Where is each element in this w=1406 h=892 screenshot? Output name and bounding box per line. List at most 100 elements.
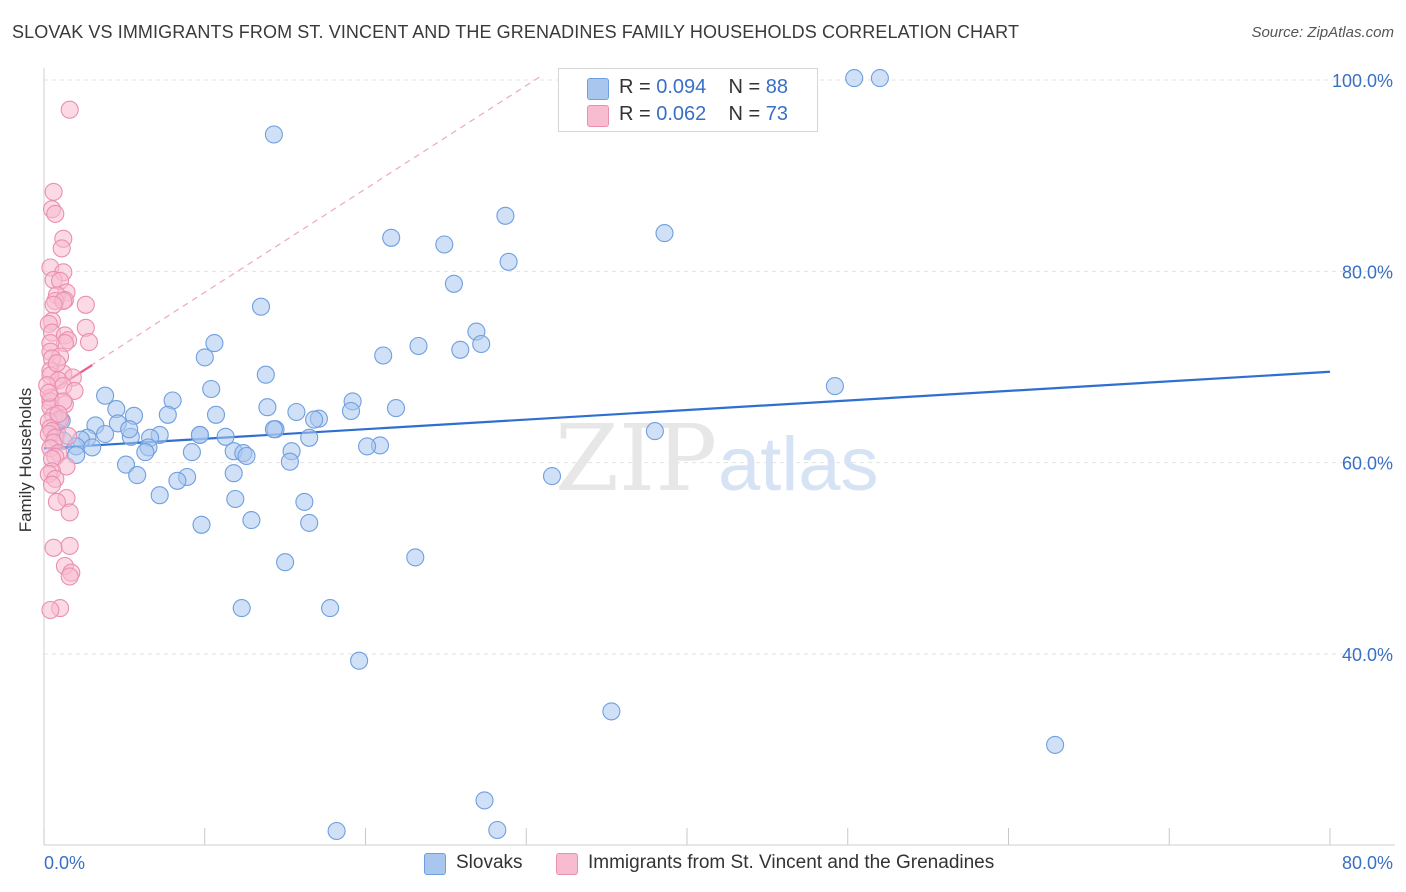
watermark: ZIP atlas <box>555 405 879 512</box>
point-immigrants <box>46 204 65 223</box>
point-slovaks <box>444 274 463 293</box>
point-immigrants <box>44 295 63 314</box>
watermark-zip: ZIP <box>555 405 717 512</box>
legend-label-immigrants: Immigrants from St. Vincent and the Gren… <box>588 852 995 873</box>
immigrants-swatch <box>587 105 609 127</box>
point-slovaks <box>158 405 177 424</box>
point-slovaks <box>655 224 674 243</box>
point-slovaks <box>67 445 86 465</box>
slovaks-swatch <box>587 78 609 100</box>
point-immigrants <box>60 536 79 555</box>
n-label: N = <box>728 76 761 98</box>
point-immigrants <box>39 383 58 402</box>
point-slovaks <box>120 420 139 439</box>
y-tick-label: 80.0% <box>1342 262 1393 282</box>
point-slovaks <box>202 379 221 399</box>
point-slovaks <box>206 405 226 424</box>
r-value-slovaks: 0.094 <box>656 76 707 98</box>
point-slovaks <box>242 511 261 530</box>
point-immigrants <box>65 381 84 400</box>
point-slovaks <box>845 69 864 88</box>
point-slovaks <box>168 471 187 490</box>
point-slovaks <box>321 599 340 618</box>
point-slovaks <box>128 466 147 485</box>
n-value-slovaks: 88 <box>765 76 789 98</box>
point-slovaks <box>386 399 406 418</box>
tick-labels: 100.0% 80.0% 60.0% 40.0% 0.0% 80.0% <box>44 71 1393 873</box>
point-slovaks <box>226 489 245 509</box>
point-slovaks <box>488 820 507 840</box>
point-immigrants <box>47 492 66 511</box>
point-slovaks <box>406 548 425 567</box>
point-slovaks <box>825 377 844 396</box>
point-slovaks <box>205 334 224 353</box>
point-immigrants <box>79 333 99 352</box>
point-slovaks <box>472 334 491 354</box>
point-slovaks <box>295 492 314 511</box>
x-tick-label: 80.0% <box>1342 853 1393 873</box>
point-slovaks <box>96 386 115 405</box>
point-slovaks <box>409 336 428 356</box>
point-slovaks <box>116 455 136 474</box>
point-slovaks <box>96 424 115 444</box>
point-slovaks <box>451 340 470 359</box>
point-slovaks <box>251 297 271 316</box>
x-tick-label: 0.0% <box>44 853 85 873</box>
data-points <box>38 69 1065 841</box>
point-slovaks <box>475 791 494 810</box>
legend-swatch-pink <box>556 853 578 875</box>
point-slovaks <box>327 821 346 841</box>
y-axis-label: Family Households <box>16 387 35 533</box>
point-slovaks <box>280 452 299 471</box>
point-slovaks <box>300 428 319 447</box>
point-slovaks <box>374 346 393 365</box>
r-label: R = <box>619 76 651 98</box>
n-label: N = <box>728 103 761 125</box>
point-slovaks <box>136 443 155 462</box>
y-tick-label: 100.0% <box>1332 71 1393 91</box>
point-slovaks <box>264 420 283 439</box>
point-slovaks <box>358 437 377 456</box>
legend-label-slovaks: Slovaks <box>456 852 523 873</box>
y-tick-label: 40.0% <box>1342 645 1393 665</box>
point-slovaks <box>1046 735 1065 754</box>
point-immigrants <box>44 538 63 557</box>
point-slovaks <box>276 553 295 572</box>
point-slovaks <box>182 443 201 462</box>
point-immigrants <box>76 295 95 314</box>
point-slovaks <box>83 438 102 457</box>
point-immigrants <box>52 239 71 258</box>
point-slovaks <box>287 402 306 422</box>
watermark-atlas: atlas <box>718 422 879 507</box>
point-slovaks <box>195 348 214 367</box>
point-slovaks <box>224 464 243 483</box>
point-slovaks <box>264 125 283 144</box>
point-immigrants <box>44 182 63 201</box>
trend-line-slovaks <box>43 370 1331 450</box>
point-slovaks <box>258 398 277 417</box>
point-immigrants <box>49 404 68 423</box>
point-slovaks <box>190 425 209 444</box>
source-label: Source: ZipAtlas.com <box>1251 24 1394 41</box>
point-slovaks <box>216 427 235 446</box>
point-immigrants <box>42 475 62 494</box>
gridlines <box>44 79 1395 655</box>
point-slovaks <box>300 513 319 532</box>
point-immigrants <box>60 567 79 586</box>
y-tick-label: 60.0% <box>1342 454 1393 474</box>
point-slovaks <box>542 467 562 486</box>
point-slovaks <box>496 206 515 225</box>
point-slovaks <box>237 446 256 466</box>
point-slovaks <box>232 599 251 618</box>
point-slovaks <box>602 702 621 721</box>
point-slovaks <box>382 228 401 247</box>
point-slovaks <box>256 365 275 384</box>
n-value-immigrants: 73 <box>765 103 789 125</box>
point-slovaks <box>499 252 518 271</box>
r-value-immigrants: 0.062 <box>656 103 707 125</box>
point-slovaks <box>192 515 211 534</box>
stats-box: R = 0.094 N = 88 R = 0.062 N = 73 <box>558 68 818 132</box>
point-immigrants <box>47 354 66 373</box>
chart-title: SLOVAK VS IMMIGRANTS FROM ST. VINCENT AN… <box>12 22 1020 42</box>
